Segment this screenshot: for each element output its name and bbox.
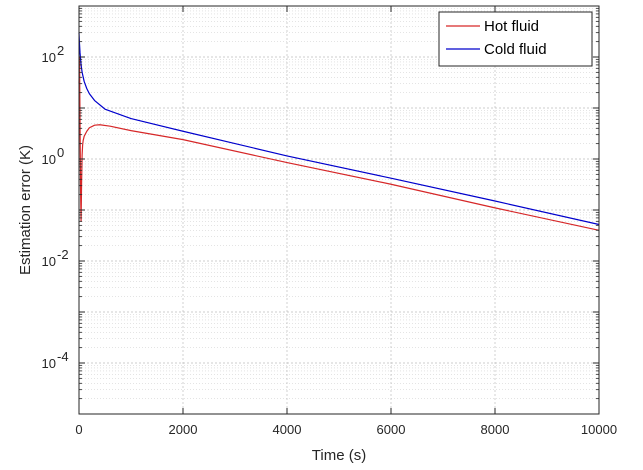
y-tick-label-base: 10 [42, 50, 56, 65]
y-tick-label-exponent: 0 [57, 145, 64, 160]
legend-label: Cold fluid [484, 41, 547, 58]
y-tick-label-exponent: 2 [57, 43, 64, 58]
y-tick-label-exponent: -2 [57, 247, 69, 262]
x-tick-label: 6000 [377, 422, 406, 437]
series-layer [78, 32, 600, 231]
x-tick-label: 2000 [169, 422, 198, 437]
major-grid [79, 6, 599, 414]
axis-ticks [78, 5, 600, 415]
y-tick-label-base: 10 [42, 254, 56, 269]
legend: Hot fluid Cold fluid [438, 11, 593, 67]
x-tick-label: 4000 [273, 422, 302, 437]
x-axis-label: Time (s) [312, 447, 366, 464]
y-tick-label-base: 10 [42, 152, 56, 167]
x-tick-label: 0 [75, 422, 82, 437]
y-axis-label: Estimation error (K) [17, 145, 34, 275]
legend-box [438, 11, 593, 67]
x-tick-label: 8000 [481, 422, 510, 437]
series-line-hot-fluid [78, 56, 600, 231]
y-tick-label-base: 10 [42, 356, 56, 371]
y-tick-label-exponent: -4 [57, 349, 69, 364]
legend-label: Hot fluid [484, 18, 539, 35]
x-tick-label: 10000 [581, 422, 617, 437]
series-line-cold-fluid [78, 32, 600, 226]
x-tick-labels: 0 2000 4000 6000 8000 10000 [75, 422, 617, 437]
